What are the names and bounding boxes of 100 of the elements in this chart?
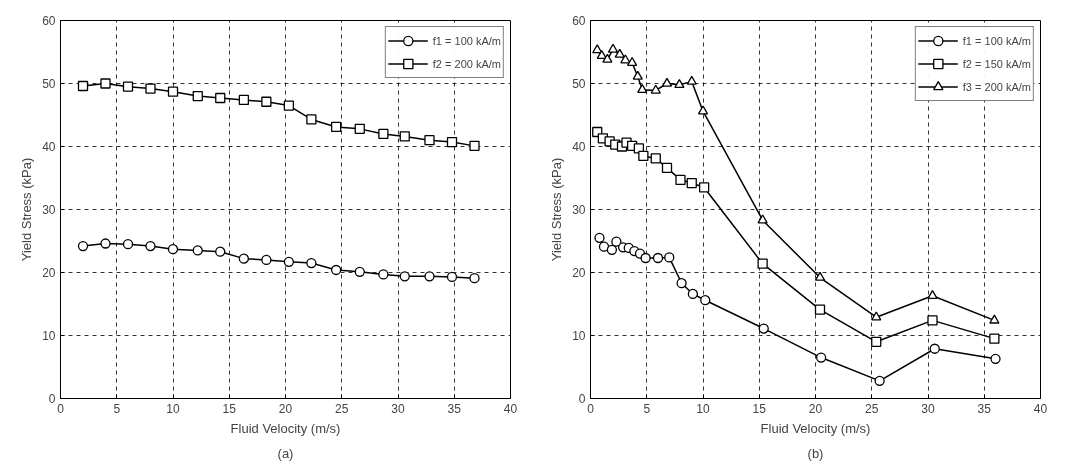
point [594, 232, 605, 243]
point [100, 238, 111, 249]
point [306, 257, 317, 269]
point [652, 252, 664, 264]
y-tick-label: 20 [42, 266, 56, 280]
point [927, 289, 938, 300]
point [640, 252, 651, 264]
point [596, 49, 607, 60]
y-tick-label: 30 [572, 203, 586, 217]
x-tick-label: 5 [643, 401, 651, 416]
x-tick-label: 15 [752, 401, 767, 416]
point [399, 131, 410, 142]
point [378, 269, 389, 280]
point [814, 304, 826, 315]
x-tick-label: 30 [921, 401, 935, 416]
legend-label: f1 = 100 kA/m [962, 33, 1031, 49]
point [758, 323, 769, 334]
point [306, 114, 317, 125]
point [446, 271, 458, 283]
y-tick-label: 0 [578, 392, 586, 406]
point [238, 253, 250, 264]
point [674, 78, 685, 89]
point [602, 53, 613, 63]
point [927, 315, 938, 326]
x-tick-label: 40 [503, 401, 518, 416]
point [664, 252, 675, 263]
x-tick-label: 30 [391, 401, 405, 416]
y-tick-label: 40 [572, 140, 586, 154]
point [354, 266, 365, 278]
point [354, 123, 365, 135]
x-tick-label: 20 [278, 401, 293, 416]
point [283, 256, 295, 267]
y-tick-label: 10 [572, 329, 586, 343]
point [661, 77, 673, 87]
legend-label: f2 = 150 kA/m [962, 56, 1031, 72]
point [77, 80, 89, 92]
point [675, 174, 686, 186]
x-tick-label: 20 [808, 401, 823, 416]
y-tick-label: 10 [42, 329, 56, 343]
point [676, 278, 687, 289]
point [424, 135, 435, 146]
point [378, 128, 389, 140]
point [145, 83, 156, 94]
point [598, 241, 610, 252]
point [874, 375, 885, 386]
x-tick-label: 10 [166, 401, 180, 416]
point [815, 352, 827, 363]
y-axis-title: Yield Stress (kPa) [19, 157, 35, 262]
point [989, 333, 1000, 344]
point [871, 336, 882, 347]
x-tick-label: 25 [865, 401, 879, 416]
point [661, 162, 673, 174]
point [990, 353, 1001, 364]
point [446, 136, 458, 148]
text: (b) [807, 445, 824, 461]
y-tick-label: 0 [48, 392, 56, 406]
x-tick-label: 5 [113, 401, 121, 416]
point [424, 271, 435, 282]
point [399, 271, 410, 282]
point [145, 240, 156, 252]
point [614, 48, 625, 58]
point [687, 288, 699, 300]
point [283, 100, 295, 111]
point [330, 264, 342, 276]
point [698, 182, 710, 193]
x-tick-label: 15 [222, 401, 237, 416]
y-axis-title: Yield Stress (kPa) [549, 157, 565, 262]
x-axis-title: Fluid Velocity (m/s) [760, 420, 871, 436]
y-tick-label: 40 [42, 140, 56, 154]
point [686, 75, 697, 85]
x-axis-title: Fluid Velocity (m/s) [230, 420, 341, 436]
point [686, 177, 697, 189]
legend-label: f3 = 200 kA/m [962, 79, 1031, 95]
point [650, 84, 661, 94]
point [606, 244, 618, 255]
point [238, 94, 250, 106]
point [469, 273, 480, 284]
point [989, 314, 1000, 324]
point [215, 246, 226, 257]
x-tick-label: 25 [335, 401, 349, 416]
point [192, 90, 203, 102]
point [814, 271, 826, 281]
x-tick-label: 10 [696, 401, 710, 416]
x-tick-label: 40 [1033, 401, 1048, 416]
point [330, 121, 342, 133]
point [638, 150, 649, 162]
point [757, 214, 768, 224]
y-tick-label: 20 [572, 266, 586, 280]
point [607, 43, 619, 53]
y-tick-label: 50 [572, 77, 586, 91]
x-tick-label: 35 [977, 401, 992, 416]
y-tick-label: 60 [42, 14, 56, 28]
y-tick-label: 30 [42, 203, 56, 217]
point [122, 239, 134, 250]
point [469, 140, 480, 152]
point [167, 86, 179, 97]
point [871, 311, 882, 321]
y-tick-label: 60 [572, 14, 586, 28]
point [637, 83, 648, 94]
point [192, 245, 203, 256]
